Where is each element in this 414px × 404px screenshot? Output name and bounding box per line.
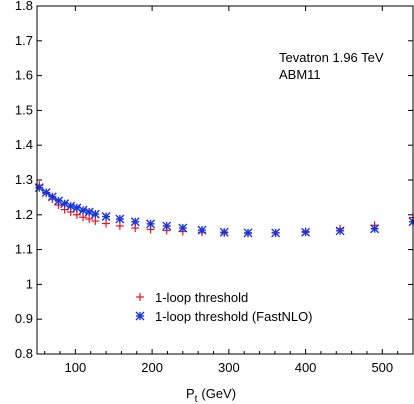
legend: 1-loop threshold 1-loop threshold (FastN… <box>135 290 313 324</box>
fastnlo-point <box>130 217 140 227</box>
y-tick-label: 1.1 <box>15 242 33 257</box>
fastnlo-point <box>115 214 125 224</box>
y-tick-label: 1 <box>26 276 33 291</box>
legend-marker-plus <box>136 293 144 301</box>
annotation-pdf-set: ABM11 <box>279 67 321 82</box>
data-points <box>34 181 414 238</box>
x-tick-label: 100 <box>65 360 87 375</box>
y-tick-label: 0.9 <box>15 311 33 326</box>
y-tick-label: 1.8 <box>15 0 33 13</box>
fastnlo-point <box>60 199 70 209</box>
legend-marker-star <box>135 311 145 321</box>
threshold-point <box>85 214 94 223</box>
x-tick-label: 300 <box>218 360 240 375</box>
fastnlo-point <box>146 219 156 229</box>
fastnlo-point <box>271 228 281 238</box>
x-axis-title: Pt (GeV) <box>186 386 236 404</box>
threshold-point <box>115 221 124 230</box>
threshold-point <box>79 213 88 222</box>
legend-label-1-loop-threshold: 1-loop threshold <box>155 290 248 305</box>
fastnlo-point <box>219 227 229 237</box>
fastnlo-point <box>243 228 253 238</box>
fastnlo-point <box>78 205 88 215</box>
fastnlo-point <box>84 207 94 217</box>
y-tick-label: 1.6 <box>15 68 33 83</box>
y-tick-label: 1.5 <box>15 102 33 117</box>
threshold-point <box>102 219 111 228</box>
threshold-point <box>91 217 100 226</box>
y-tick-label: 1.2 <box>15 207 33 222</box>
fastnlo-point <box>301 227 311 237</box>
fastnlo-point <box>90 209 100 219</box>
y-axis-ticks: 0.8 0.9 1 1.1 1.2 1.3 1.4 1.5 1.6 1.7 1.8 <box>15 0 413 361</box>
fastnlo-point <box>162 221 172 231</box>
x-tick-label: 500 <box>371 360 393 375</box>
fastnlo-point <box>335 226 345 236</box>
legend-marker-fastnlo <box>135 311 145 321</box>
fastnlo-point <box>197 225 207 235</box>
y-tick-label: 1.4 <box>15 137 33 152</box>
legend-label-fastnlo: 1-loop threshold (FastNLO) <box>155 309 313 324</box>
threshold-point <box>72 210 81 219</box>
x-tick-label: 400 <box>295 360 317 375</box>
fastnlo-point <box>178 223 188 233</box>
fastnlo-point <box>41 188 51 198</box>
y-tick-label: 1.7 <box>15 33 33 48</box>
fastnlo-point <box>66 201 76 211</box>
legend-marker-1-loop-threshold <box>136 293 144 301</box>
y-tick-label: 0.8 <box>15 346 33 361</box>
y-tick-label: 1.3 <box>15 172 33 187</box>
annotation-collider: Tevatron 1.96 TeV <box>279 50 384 65</box>
fastnlo-point <box>370 224 380 234</box>
x-tick-label: 200 <box>141 360 163 375</box>
plot-frame <box>36 5 414 355</box>
fastnlo-point <box>101 212 111 222</box>
